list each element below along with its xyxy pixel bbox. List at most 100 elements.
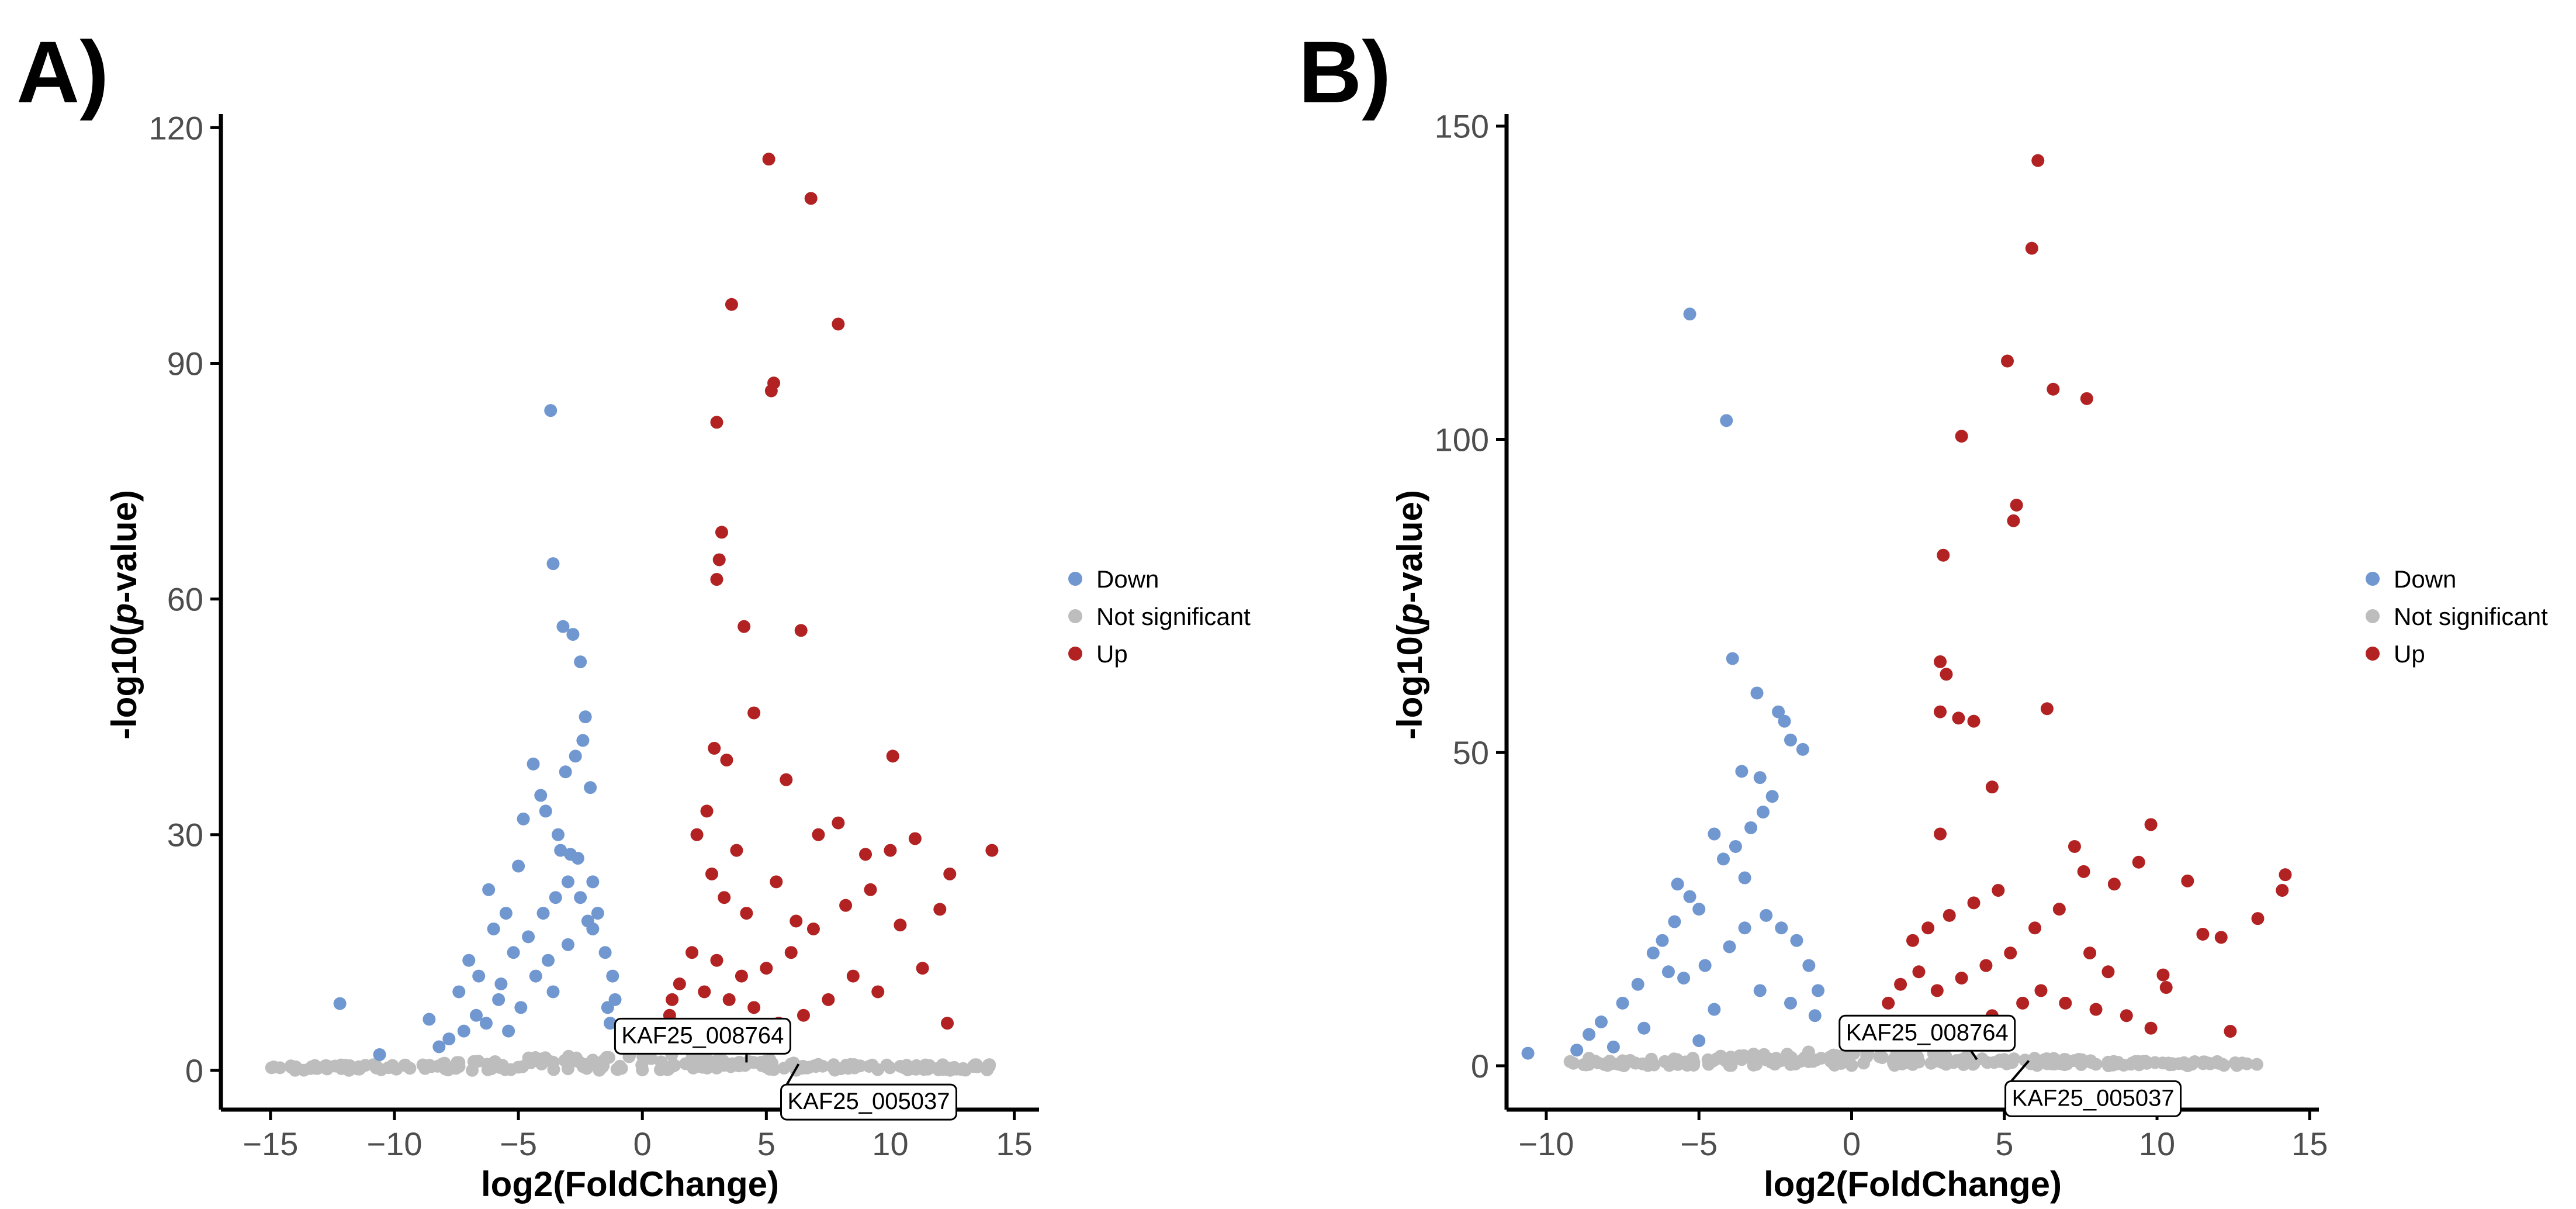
data-point bbox=[936, 1058, 950, 1072]
data-point bbox=[846, 969, 860, 983]
data-point bbox=[673, 977, 686, 991]
data-point bbox=[809, 1060, 823, 1073]
data-point bbox=[1906, 1058, 1919, 1071]
data-point bbox=[502, 1024, 515, 1038]
y-tick-label: 60 bbox=[167, 581, 203, 618]
data-point bbox=[1594, 1015, 1608, 1028]
y-tick-label: 90 bbox=[167, 346, 203, 382]
data-point bbox=[735, 969, 748, 983]
data-point bbox=[685, 946, 699, 959]
data-point bbox=[265, 1061, 278, 1075]
data-point bbox=[666, 993, 679, 1006]
data-point bbox=[1952, 711, 1965, 725]
data-point bbox=[1692, 903, 1706, 916]
data-point bbox=[760, 962, 773, 975]
data-point bbox=[2201, 1056, 2215, 1070]
gene-label: KAF25_005037 bbox=[780, 1063, 957, 1121]
data-point bbox=[487, 922, 500, 935]
data-point bbox=[1921, 921, 1935, 935]
gene-label-text: KAF25_008764 bbox=[621, 1023, 784, 1048]
data-point bbox=[764, 384, 778, 398]
gene-label-leader bbox=[1970, 1050, 1978, 1061]
data-point bbox=[1646, 947, 1660, 960]
data-point bbox=[844, 1058, 857, 1071]
data-point bbox=[1772, 705, 1785, 719]
gene-label-leader bbox=[2010, 1060, 2030, 1082]
data-point bbox=[1802, 1048, 1815, 1062]
data-point bbox=[452, 1056, 466, 1069]
data-point bbox=[556, 620, 570, 633]
data-point bbox=[712, 553, 726, 566]
data-point bbox=[2028, 1056, 2042, 1069]
data-point bbox=[1668, 915, 1681, 928]
data-point bbox=[1784, 996, 1797, 1010]
data-point bbox=[705, 867, 718, 880]
legend-swatch bbox=[2366, 572, 2380, 586]
data-point bbox=[373, 1048, 386, 1061]
data-point bbox=[1796, 742, 1809, 756]
data-point bbox=[482, 883, 496, 896]
data-point bbox=[432, 1040, 446, 1053]
data-point bbox=[536, 907, 550, 920]
data-point bbox=[1906, 934, 1919, 947]
data-point bbox=[710, 573, 723, 586]
data-point bbox=[1924, 1056, 1938, 1070]
data-point bbox=[812, 828, 825, 841]
data-point bbox=[1723, 940, 1736, 954]
data-point bbox=[1753, 984, 1767, 997]
data-point bbox=[1937, 1049, 1950, 1062]
data-point bbox=[2214, 931, 2228, 944]
legend-label: Not significant bbox=[1096, 603, 1251, 630]
legend: Down Not significant Up bbox=[2366, 565, 2548, 668]
x-tick-label: 10 bbox=[2139, 1125, 2175, 1162]
data-point bbox=[2047, 382, 2060, 396]
data-point bbox=[1784, 733, 1797, 747]
data-point bbox=[1882, 996, 1895, 1010]
series-down bbox=[1521, 308, 1825, 1060]
data-point bbox=[1692, 1034, 1706, 1048]
data-point bbox=[985, 844, 999, 857]
data-point bbox=[1717, 852, 1730, 866]
x-axis-title: log2(FoldChange) bbox=[1764, 1165, 2062, 1204]
gene-label-leader bbox=[785, 1063, 800, 1086]
data-point bbox=[804, 192, 818, 205]
y-axis-title: -log10(p-value) bbox=[105, 490, 144, 740]
x-tick-label: −10 bbox=[366, 1125, 422, 1162]
data-point bbox=[584, 781, 597, 795]
data-point bbox=[780, 773, 793, 786]
data-point bbox=[536, 1052, 550, 1065]
data-point bbox=[512, 859, 525, 873]
data-point bbox=[574, 891, 587, 904]
data-point bbox=[514, 1001, 528, 1014]
panel-label-a: A) bbox=[16, 23, 109, 121]
legend-swatch bbox=[1068, 647, 1082, 661]
y-tick-label: 100 bbox=[1435, 421, 1489, 458]
data-point bbox=[2016, 996, 2030, 1010]
data-point bbox=[320, 1059, 334, 1073]
data-point bbox=[710, 416, 723, 429]
data-point bbox=[784, 946, 798, 959]
data-point bbox=[2077, 865, 2090, 878]
data-point bbox=[2107, 878, 2121, 891]
data-point bbox=[2018, 1053, 2032, 1067]
data-point bbox=[806, 922, 820, 935]
data-point bbox=[916, 962, 929, 975]
data-point bbox=[611, 1063, 624, 1076]
data-point bbox=[1729, 840, 1742, 853]
data-point bbox=[1698, 959, 1712, 972]
data-point bbox=[601, 1001, 614, 1014]
gene-label-box bbox=[2004, 1080, 2182, 1117]
data-point bbox=[524, 1056, 538, 1070]
data-point bbox=[1753, 1049, 1767, 1063]
data-point bbox=[1753, 771, 1767, 785]
data-point bbox=[1641, 1059, 1654, 1072]
series-up bbox=[660, 153, 999, 1038]
data-point bbox=[1860, 1050, 1874, 1063]
legend-label: Up bbox=[1096, 640, 1128, 668]
data-point bbox=[2083, 947, 2097, 960]
data-point bbox=[1616, 996, 1629, 1010]
x-tick-label: 0 bbox=[1843, 1125, 1861, 1162]
data-point bbox=[832, 317, 845, 331]
data-point bbox=[561, 938, 574, 951]
